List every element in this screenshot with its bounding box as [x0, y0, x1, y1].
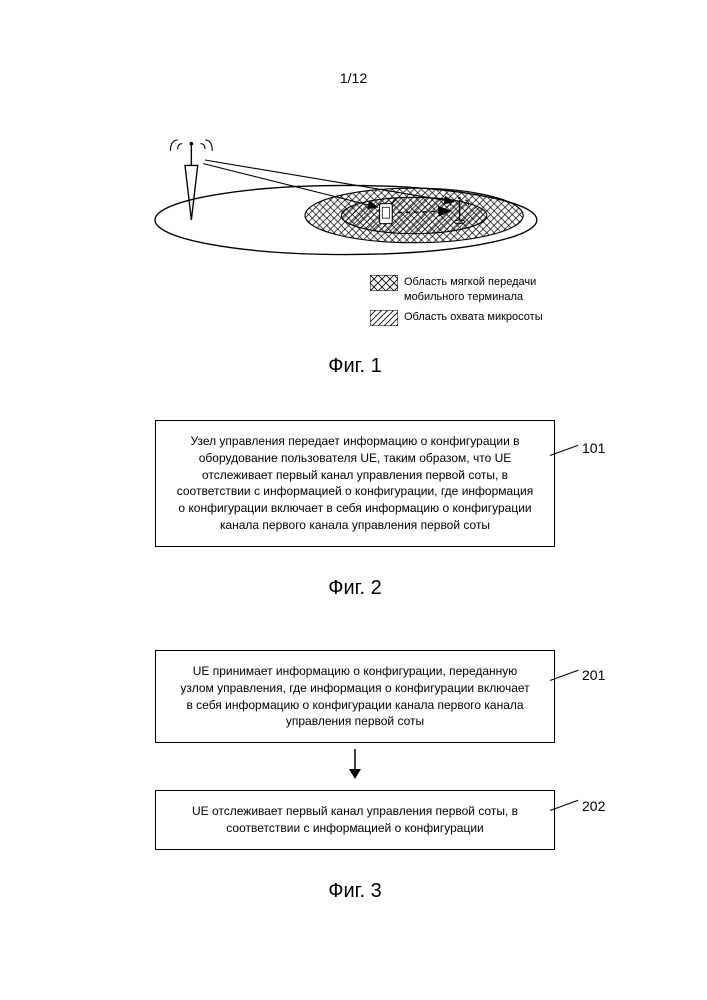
figure-3: UE принимает информацию о конфигурации, … [100, 650, 610, 903]
flow-arrow-icon [100, 749, 610, 784]
box-ref-201: 201 [582, 667, 605, 683]
figure-2: Узел управления передает информацию о ко… [100, 420, 610, 600]
figure-2-label: Фиг. 2 [100, 577, 610, 600]
macro-base-station-icon [170, 140, 212, 220]
fig1-legend: Область мягкой передачи мобильного терми… [370, 275, 590, 330]
figure-3-label: Фиг. 3 [100, 880, 610, 903]
box-text: UE отслеживает первый канал управления п… [192, 804, 518, 835]
box-text: Узел управления передает информацию о ко… [177, 434, 534, 532]
figure-1-label: Фиг. 1 [120, 355, 590, 378]
flowchart-box-201: UE принимает информацию о конфигурации, … [155, 650, 555, 743]
flowchart-box-101: Узел управления передает информацию о ко… [155, 420, 555, 547]
diaghatch-swatch-icon [370, 310, 398, 326]
crosshatch-swatch-icon [370, 275, 398, 291]
box-ref-202: 202 [582, 798, 605, 814]
legend-item: Область охвата микросоты [370, 310, 590, 326]
legend-item: Область мягкой передачи мобильного терми… [370, 275, 590, 306]
figure-1: Область мягкой передачи мобильного терми… [120, 120, 590, 378]
box-text: UE принимает информацию о конфигурации, … [180, 664, 529, 728]
legend-label: Область охвата микросоты [404, 310, 543, 325]
box-ref-101: 101 [582, 440, 605, 456]
page-number: 1/12 [340, 70, 367, 86]
legend-label: Область мягкой передачи мобильного терми… [404, 275, 590, 306]
flowchart-box-202: UE отслеживает первый канал управления п… [155, 790, 555, 850]
